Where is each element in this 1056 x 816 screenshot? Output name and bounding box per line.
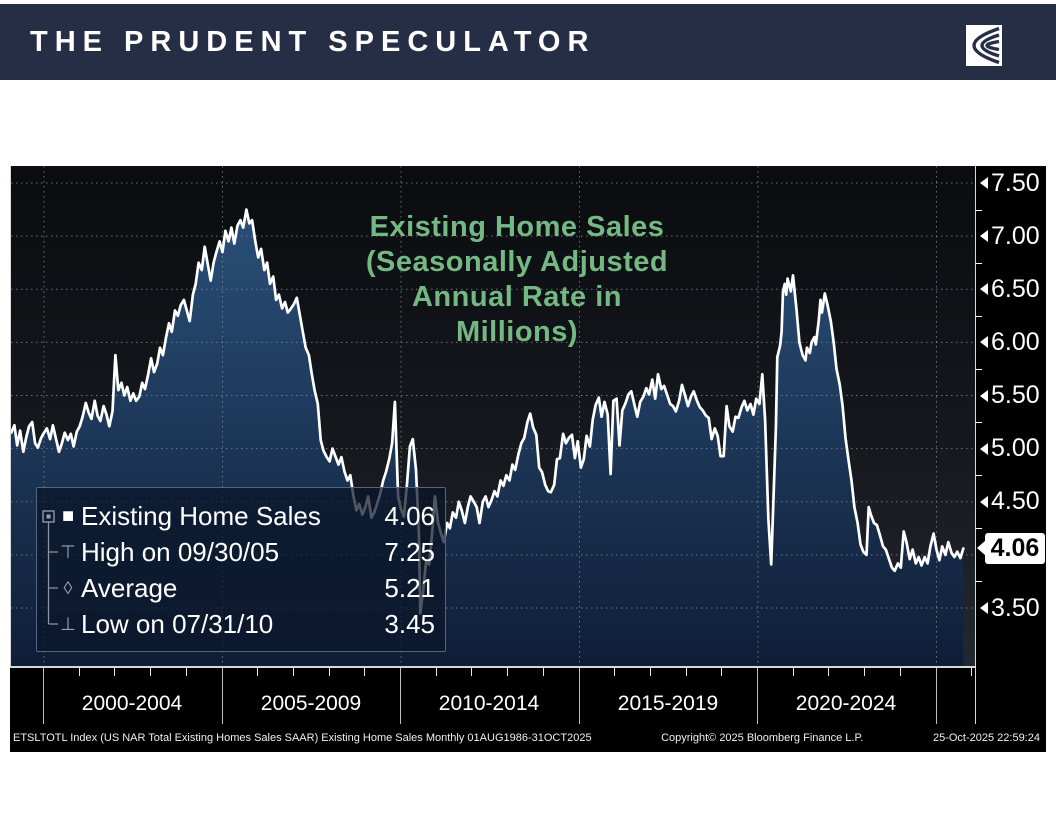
plot-area: Existing Home Sales (Seasonally Adjusted… (10, 166, 976, 666)
x-axis-year-tick (471, 668, 472, 676)
x-axis-year-tick (614, 668, 615, 676)
footer-copyright: Copyright© 2025 Bloomberg Finance L.P. (661, 732, 864, 744)
y-axis-minor-tick (976, 475, 982, 476)
x-axis-separator-2015 (579, 668, 580, 724)
x-axis-year-tick (864, 668, 865, 676)
y-axis-label-5.00: 5.00 (980, 434, 1040, 463)
axis-tick-arrow-icon (980, 336, 988, 349)
y-axis-label-4.50: 4.50 (980, 487, 1040, 516)
y-axis-minor-tick (976, 263, 982, 264)
footer-timestamp: 25-Oct-2025 22:59:24 (932, 732, 1040, 744)
y-axis-label-5.50: 5.50 (980, 381, 1040, 410)
x-axis-year-tick (507, 668, 508, 676)
footer-ticker-description: ETSLTOTL Index (US NAR Total Existing Ho… (13, 732, 592, 744)
legend-series-value: 4.06 (384, 500, 435, 531)
series-square-marker-icon: ■ (61, 504, 75, 527)
legend-row-high[interactable]: ⊤ High on 09/30/05 7.25 (37, 534, 445, 570)
x-axis-year-tick (364, 668, 365, 676)
legend-low-value: 3.45 (384, 608, 435, 639)
x-axis-year-tick (186, 668, 187, 676)
x-axis-year-tick (543, 668, 544, 676)
x-axis-separator-2010 (400, 668, 401, 724)
legend-high-label: High on 09/30/05 (81, 536, 280, 567)
axis-tick-arrow-icon (980, 442, 988, 455)
kovitz-k-logo-icon (966, 25, 1002, 66)
y-axis-label-6.50: 6.50 (980, 275, 1040, 303)
brand-title: THE PRUDENT SPECULATOR (30, 25, 596, 58)
legend-row-low[interactable]: ⊥ Low on 07/31/10 3.45 (37, 606, 445, 642)
y-axis-minor-tick (976, 210, 982, 211)
legend-series-label: Existing Home Sales (81, 500, 321, 531)
x-axis-separator-2025 (936, 668, 937, 724)
x-axis-label-2010-2014: 2010-2014 (438, 692, 540, 715)
x-axis-year-tick (257, 668, 258, 676)
legend-high-value: 7.25 (384, 536, 435, 567)
y-axis: 7.50 7.00 6.50 6.00 5.50 5.00 4.50 3.50 4.06 (975, 166, 1046, 724)
x-axis-year-tick (971, 668, 972, 676)
chart-title-line-2: (Seasonally Adjusted (365, 246, 669, 278)
x-axis-separator-2000 (43, 668, 44, 724)
average-diamond-marker-icon: ◊ (63, 577, 73, 598)
axis-tick-arrow-icon (980, 389, 988, 402)
x-axis-label-2000-2004: 2000-2004 (81, 692, 183, 715)
axis-tick-arrow-icon (980, 230, 988, 243)
x-axis-year-tick (686, 668, 687, 676)
x-axis-year-tick (329, 668, 330, 676)
y-axis-label-7.00: 7.00 (980, 222, 1040, 250)
x-axis-year-tick (150, 668, 151, 676)
chart-title-line-1: Existing Home Sales (369, 211, 665, 243)
legend-row-average[interactable]: ◊ Average 5.21 (37, 570, 445, 606)
chart-title-line-4: Millions) (455, 316, 579, 348)
y-axis-minor-tick (976, 316, 982, 317)
y-axis-minor-tick (976, 422, 982, 423)
legend-row-series[interactable]: ■ Existing Home Sales 4.06 (37, 498, 445, 534)
x-axis-year-tick (79, 668, 80, 676)
x-axis-year-tick (828, 668, 829, 676)
chart-title-line-3: Annual Rate in (411, 281, 622, 313)
axis-tick-arrow-icon (980, 283, 988, 296)
y-axis-label-6.00: 6.00 (980, 328, 1040, 356)
axis-tick-arrow-icon (980, 177, 988, 189)
high-tee-marker-icon: ⊤ (60, 541, 76, 562)
x-axis-year-tick (721, 668, 722, 676)
axis-tick-arrow-icon (980, 495, 988, 508)
legend-average-value: 5.21 (384, 572, 435, 603)
y-axis-label-7.50: 7.50 (980, 169, 1040, 197)
x-axis-label-2005-2009: 2005-2009 (260, 692, 362, 715)
x-axis-label-2015-2019: 2015-2019 (617, 692, 719, 715)
y-axis-label-3.50: 3.50 (980, 594, 1040, 622)
legend-low-label: Low on 07/31/10 (81, 608, 274, 639)
x-axis-year-tick (293, 668, 294, 676)
x-axis-year-tick (436, 668, 437, 676)
x-axis-separator-2005 (222, 668, 223, 724)
bloomberg-chart-panel: Existing Home Sales (Seasonally Adjusted… (10, 166, 1046, 752)
chart-footer: ETSLTOTL Index (US NAR Total Existing Ho… (10, 724, 1046, 752)
x-axis-year-tick (650, 668, 651, 676)
legend-average-label: Average (81, 572, 178, 603)
low-perp-marker-icon: ⊥ (60, 613, 76, 634)
legend-box: ■ Existing Home Sales 4.06 ⊤ High on 09/… (36, 487, 446, 652)
header-bar: THE PRUDENT SPECULATOR (0, 4, 1056, 80)
x-axis-separator-2020 (757, 668, 758, 724)
x-axis-year-tick (793, 668, 794, 676)
x-axis-year-tick (114, 668, 115, 676)
y-axis-minor-tick (976, 581, 982, 582)
x-axis-label-2020-2024: 2020-2024 (795, 692, 897, 715)
legend-tree-icon (42, 510, 58, 625)
chart-title: Existing Home Sales (Seasonally Adjusted… (331, 210, 703, 350)
x-axis: 2000-2004 2005-2009 2010-2014 2015-2019 2020… (10, 666, 975, 724)
y-axis-minor-tick (976, 528, 982, 529)
x-axis-year-tick (900, 668, 901, 676)
y-axis-minor-tick (976, 369, 982, 370)
last-price-tag: 4.06 (977, 532, 1045, 564)
axis-tick-arrow-icon (980, 602, 988, 614)
